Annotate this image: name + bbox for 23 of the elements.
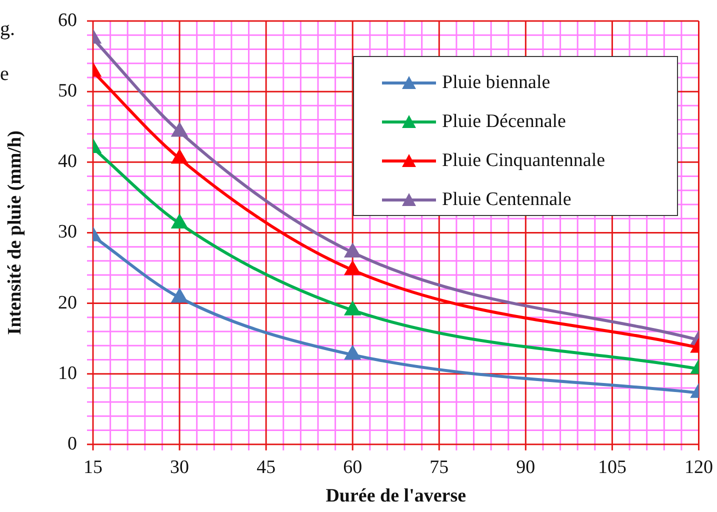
y-tick-label: 0	[68, 433, 77, 454]
y-tick-label: 10	[58, 362, 77, 384]
y-tick-label: 40	[58, 151, 77, 172]
legend-label: Pluie Décennale	[442, 110, 566, 132]
x-tick-label: 60	[343, 456, 362, 478]
y-tick-label: 20	[58, 292, 77, 314]
legend-label: Pluie Centennale	[442, 188, 572, 210]
y-tick-label: 50	[58, 80, 77, 102]
y-tick-label: 60	[58, 10, 77, 31]
legend-label: Pluie biennale	[442, 72, 550, 94]
x-tick-label: 30	[170, 456, 190, 478]
legend-label: Pluie Cinquantennale	[442, 150, 606, 172]
x-tick-label: 15	[84, 456, 102, 478]
y-axis-title: Intensité de pluie (mm/h)	[4, 130, 26, 335]
text: g.	[0, 18, 15, 41]
text: e	[0, 63, 9, 86]
y-tick-label: 30	[58, 222, 77, 243]
x-tick-label: 105	[598, 456, 626, 478]
x-tick-label: 45	[256, 456, 276, 478]
x-tick-label: 90	[516, 456, 536, 478]
x-tick-label: 120	[684, 456, 713, 478]
x-tick-label: 75	[430, 456, 449, 478]
x-axis-title: Durée de l'averse	[326, 486, 466, 507]
